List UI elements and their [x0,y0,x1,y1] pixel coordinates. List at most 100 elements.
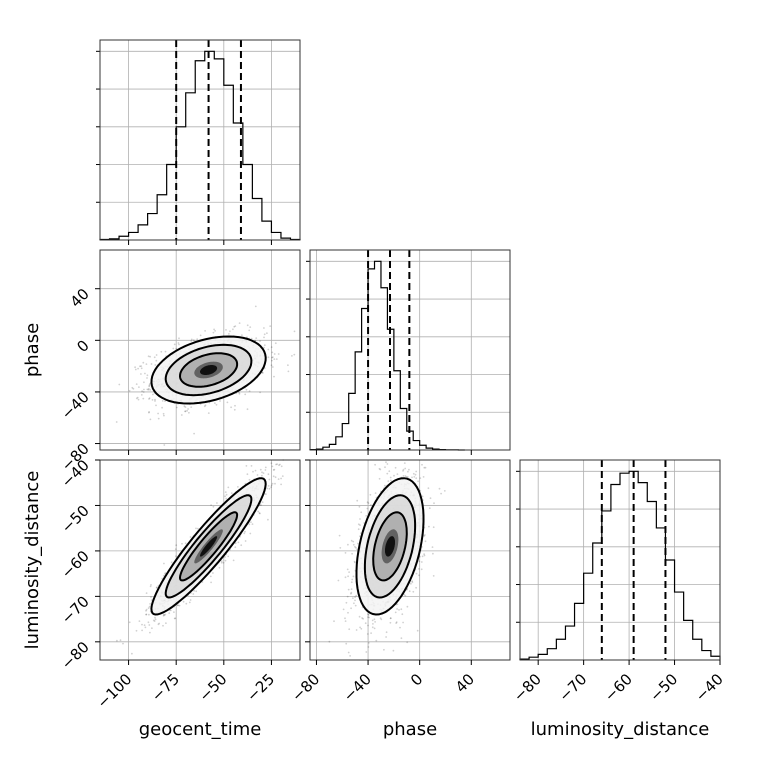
sample-point [160,350,163,353]
sample-point [218,566,221,569]
sample-point [421,463,423,466]
sample-point [164,613,167,616]
panel-joint-geocent-time-phase [99,249,301,451]
sample-point [154,616,156,619]
sample-point [212,572,214,574]
sample-point [234,325,237,327]
sample-point [148,385,151,388]
sample-point [373,618,376,621]
sample-point [277,478,280,480]
sample-point [195,590,198,593]
sample-point [185,602,188,605]
sample-point [293,330,296,333]
sample-point [115,421,118,423]
sample-point [164,572,167,574]
sample-point [270,364,273,367]
sample-point [150,584,152,586]
sample-point [388,470,391,473]
sample-point [378,467,381,470]
sample-point [254,305,257,308]
sample-point [355,546,357,549]
sample-point [268,487,271,490]
sample-point [138,386,140,388]
sample-point [234,542,237,545]
sample-point [401,613,404,616]
sample-point [219,400,221,402]
sample-point [184,410,187,413]
sample-point [220,560,223,562]
sample-point [140,367,143,370]
sample-point [339,547,342,549]
contour-line-0 [150,335,267,405]
sample-point [402,475,405,477]
contour-line-0 [355,477,425,616]
sample-point [251,523,254,525]
sample-point [432,575,435,577]
sample-point [238,392,241,395]
sample-point [256,474,259,476]
sample-point [184,542,187,545]
sample-point [233,408,236,411]
sample-point [151,399,154,401]
sample-point [149,355,151,358]
sample-point [148,384,151,387]
sample-point [177,604,179,607]
sample-point [380,618,383,621]
sample-point [149,389,152,391]
sample-point [408,468,410,471]
sample-point [248,523,251,526]
sample-point [162,624,164,627]
sample-point [175,347,178,350]
sample-point [224,559,227,562]
sample-point [229,330,231,333]
sample-point [407,476,409,478]
sample-point [344,576,347,579]
sample-point [423,535,426,537]
sample-point [418,568,420,570]
sample-point [400,608,403,611]
sample-point [267,348,270,351]
sample-point [396,603,399,605]
sample-point [350,539,353,542]
sample-point [355,594,358,597]
sample-point [145,613,148,616]
sample-point [175,544,178,547]
sample-point [392,649,395,652]
sample-point [174,617,177,620]
sample-point [271,356,274,358]
sample-point [417,480,419,483]
sample-point [190,338,193,341]
sample-point [275,463,277,466]
sample-point [424,534,426,536]
contour-line-2 [178,352,239,388]
sample-point [153,356,156,359]
sample-point [352,540,355,543]
sample-point [177,342,180,344]
sample-point [163,562,165,565]
sample-point [344,552,347,554]
sample-point [408,590,411,593]
sample-point [135,397,138,400]
sample-point [412,590,415,593]
sample-point [421,555,424,558]
sample-point [345,601,348,604]
sample-point [399,626,401,629]
sample-point [328,640,331,643]
sample-point [390,479,392,482]
sample-point [188,601,191,604]
sample-point [418,560,421,563]
sample-point [271,482,274,485]
sample-point [186,409,188,412]
sample-point [189,536,192,538]
sample-point [273,358,276,360]
sample-point [371,626,374,629]
histogram-step-phase [309,260,465,451]
sample-point [347,543,349,546]
sample-point [265,493,267,495]
sample-point [145,609,147,612]
sample-point [271,366,274,368]
sample-point [169,609,172,612]
sample-point [152,393,154,396]
sample-point [270,484,273,487]
